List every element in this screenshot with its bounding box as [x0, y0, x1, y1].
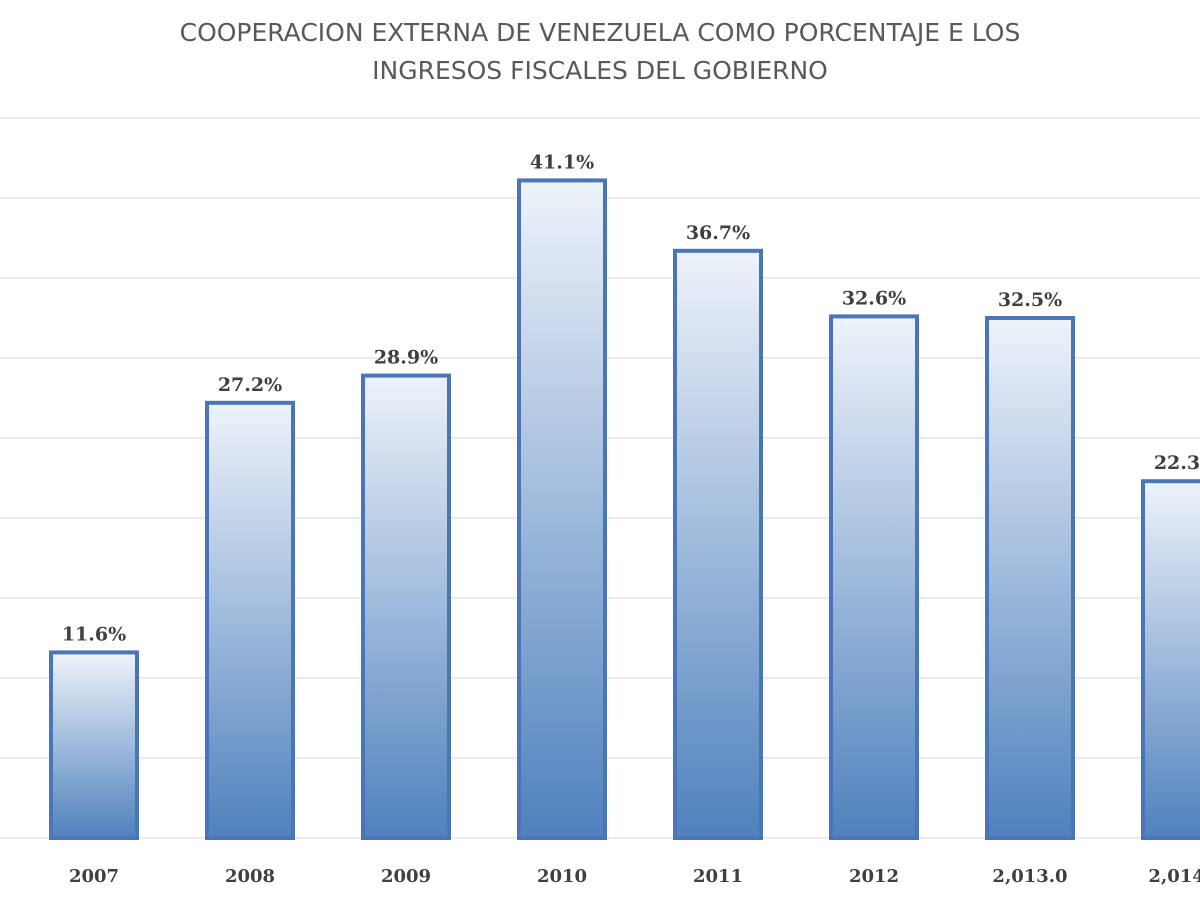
- bar-2011: [673, 248, 763, 841]
- x-tick-label-2009: 2009: [381, 866, 431, 887]
- chart-title: COOPERACION EXTERNA DE VENEZUELA COMO PO…: [0, 14, 1200, 90]
- chart-title-line-1: COOPERACION EXTERNA DE VENEZUELA COMO PO…: [179, 18, 1021, 47]
- data-label-2012: 32.6%: [842, 287, 906, 309]
- x-tick-label-2011: 2011: [693, 866, 743, 887]
- data-label-2009: 28.9%: [374, 347, 438, 369]
- x-tick-label-2007: 2007: [69, 866, 119, 887]
- bar-2009: [361, 373, 451, 840]
- bar-2010: [517, 178, 607, 840]
- data-label-2,014.0: 22.3%: [1154, 452, 1200, 474]
- x-tick-label-2010: 2010: [537, 866, 587, 887]
- data-label-2008: 27.2%: [218, 374, 282, 396]
- bars: [49, 178, 1200, 841]
- x-tick-label-2008: 2008: [225, 866, 275, 887]
- bar-2,014.0: [1141, 479, 1200, 840]
- bar-2,013.0: [985, 316, 1075, 840]
- bar-2008: [205, 400, 295, 840]
- data-label-2011: 36.7%: [686, 222, 750, 244]
- bar-2012: [829, 314, 919, 840]
- x-tick-label-2012: 2012: [849, 866, 899, 887]
- x-tick-label-2,013.0: 2,013.0: [992, 866, 1067, 887]
- bar-2007: [49, 650, 139, 841]
- data-label-2007: 11.6%: [62, 623, 126, 645]
- data-label-2010: 41.1%: [530, 151, 594, 173]
- x-tick-label-2,014.0: 2,014.0: [1148, 866, 1200, 887]
- chart-title-line-2: INGRESOS FISCALES DEL GOBIERNO: [372, 56, 828, 85]
- data-labels: 11.6% 27.2% 28.9% 41.1% 36.7% 32.6% 32.5% 22.3%: [62, 151, 1200, 645]
- x-axis-ticks: 2007 2008 2009 2010 2011 2012 2,013.0 2,014.0: [69, 866, 1200, 887]
- data-label-2,013.0: 32.5%: [998, 289, 1062, 311]
